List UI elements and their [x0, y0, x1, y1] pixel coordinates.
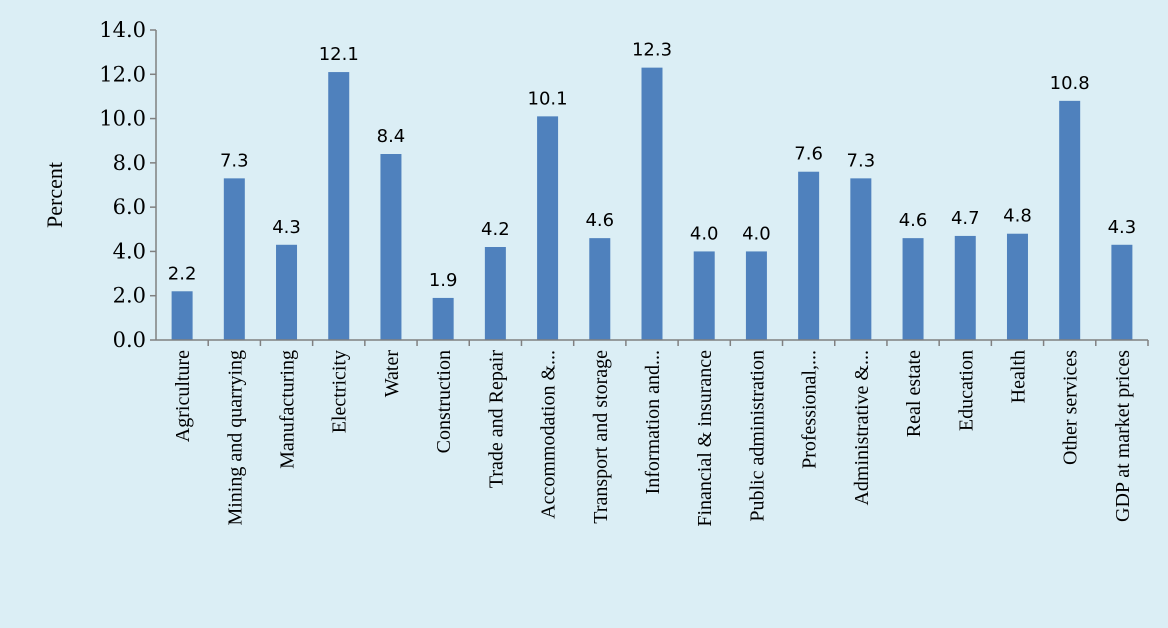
category-label: Financial & insurance — [694, 350, 716, 527]
y-tick-label: 0.0 — [113, 328, 146, 352]
data-label: 4.7 — [951, 208, 980, 229]
data-label: 8.4 — [377, 126, 406, 147]
y-tick-label: 4.0 — [113, 239, 146, 263]
bar — [954, 235, 976, 340]
bar — [589, 238, 611, 340]
data-label: 4.0 — [690, 223, 719, 244]
data-label: 4.2 — [481, 219, 510, 240]
bar — [328, 72, 350, 341]
bar — [1006, 233, 1028, 340]
y-axis-title: Percent — [42, 162, 67, 228]
data-label: 4.3 — [272, 217, 301, 238]
y-tick-label: 2.0 — [113, 284, 146, 308]
y-tick-label: 8.0 — [113, 151, 146, 175]
data-label: 10.8 — [1050, 73, 1090, 94]
bar — [432, 297, 454, 340]
bar — [798, 171, 820, 340]
y-tick-label: 14.0 — [99, 18, 146, 42]
data-label: 7.3 — [847, 150, 876, 171]
category-label: Public administration — [746, 350, 768, 522]
bar — [1059, 100, 1081, 340]
bar — [902, 238, 924, 340]
data-label: 7.6 — [794, 144, 823, 165]
category-label: Professional,... — [799, 350, 821, 469]
y-tick-label: 6.0 — [113, 195, 146, 219]
category-label: Transport and storage — [590, 350, 612, 524]
category-label: GDP at market prices — [1112, 350, 1134, 522]
data-label: 2.2 — [168, 263, 197, 284]
bar — [641, 67, 663, 341]
data-labels: 2.2 7.3 4.3 12.1 8.4 1.9 4.2 10.1 4.6 12.3 4.0 4.0 7… — [168, 40, 1136, 291]
data-label: 4.6 — [585, 210, 614, 231]
category-label: Agriculture — [172, 350, 194, 442]
category-label: Health — [1007, 350, 1029, 403]
data-label: 7.3 — [220, 150, 249, 171]
category-label: Trade and Repair — [485, 350, 507, 488]
y-axis-ticks: 0.0 2.0 4.0 6.0 8.0 10.0 12.0 14.0 — [99, 18, 156, 352]
category-label: Information and... — [642, 350, 664, 494]
data-label: 12.3 — [632, 40, 672, 61]
data-label: 10.1 — [528, 88, 568, 109]
bar — [223, 178, 245, 340]
data-label: 4.8 — [1003, 206, 1032, 227]
category-label: Mining and quarrying — [224, 350, 246, 526]
data-label: 12.1 — [319, 44, 359, 65]
data-label: 4.0 — [742, 223, 771, 244]
category-label: Construction — [433, 350, 455, 453]
bar — [171, 291, 193, 340]
category-labels: Agriculture Mining and quarrying Manufactu… — [172, 340, 1149, 527]
bar — [276, 244, 298, 340]
bar — [1111, 244, 1133, 340]
bars — [171, 67, 1133, 341]
category-label: Real estate — [903, 350, 925, 437]
data-label: 4.3 — [1108, 217, 1137, 238]
category-label: Education — [955, 350, 977, 431]
category-label: Accommodation &... — [538, 350, 560, 519]
category-label: Water — [381, 350, 403, 398]
bar — [745, 251, 767, 340]
data-label: 1.9 — [429, 270, 458, 291]
category-label: Electricity — [329, 350, 351, 433]
category-label: Manufacturing — [277, 350, 299, 469]
bar — [850, 178, 872, 340]
bar — [537, 116, 559, 340]
category-label: Other services — [1060, 350, 1082, 465]
bar — [380, 154, 402, 340]
bar — [484, 247, 506, 340]
y-tick-label: 12.0 — [99, 62, 146, 86]
data-label: 4.6 — [899, 210, 928, 231]
category-label: Administrative &... — [851, 350, 873, 506]
bar — [693, 251, 715, 340]
y-tick-label: 10.0 — [99, 107, 146, 131]
